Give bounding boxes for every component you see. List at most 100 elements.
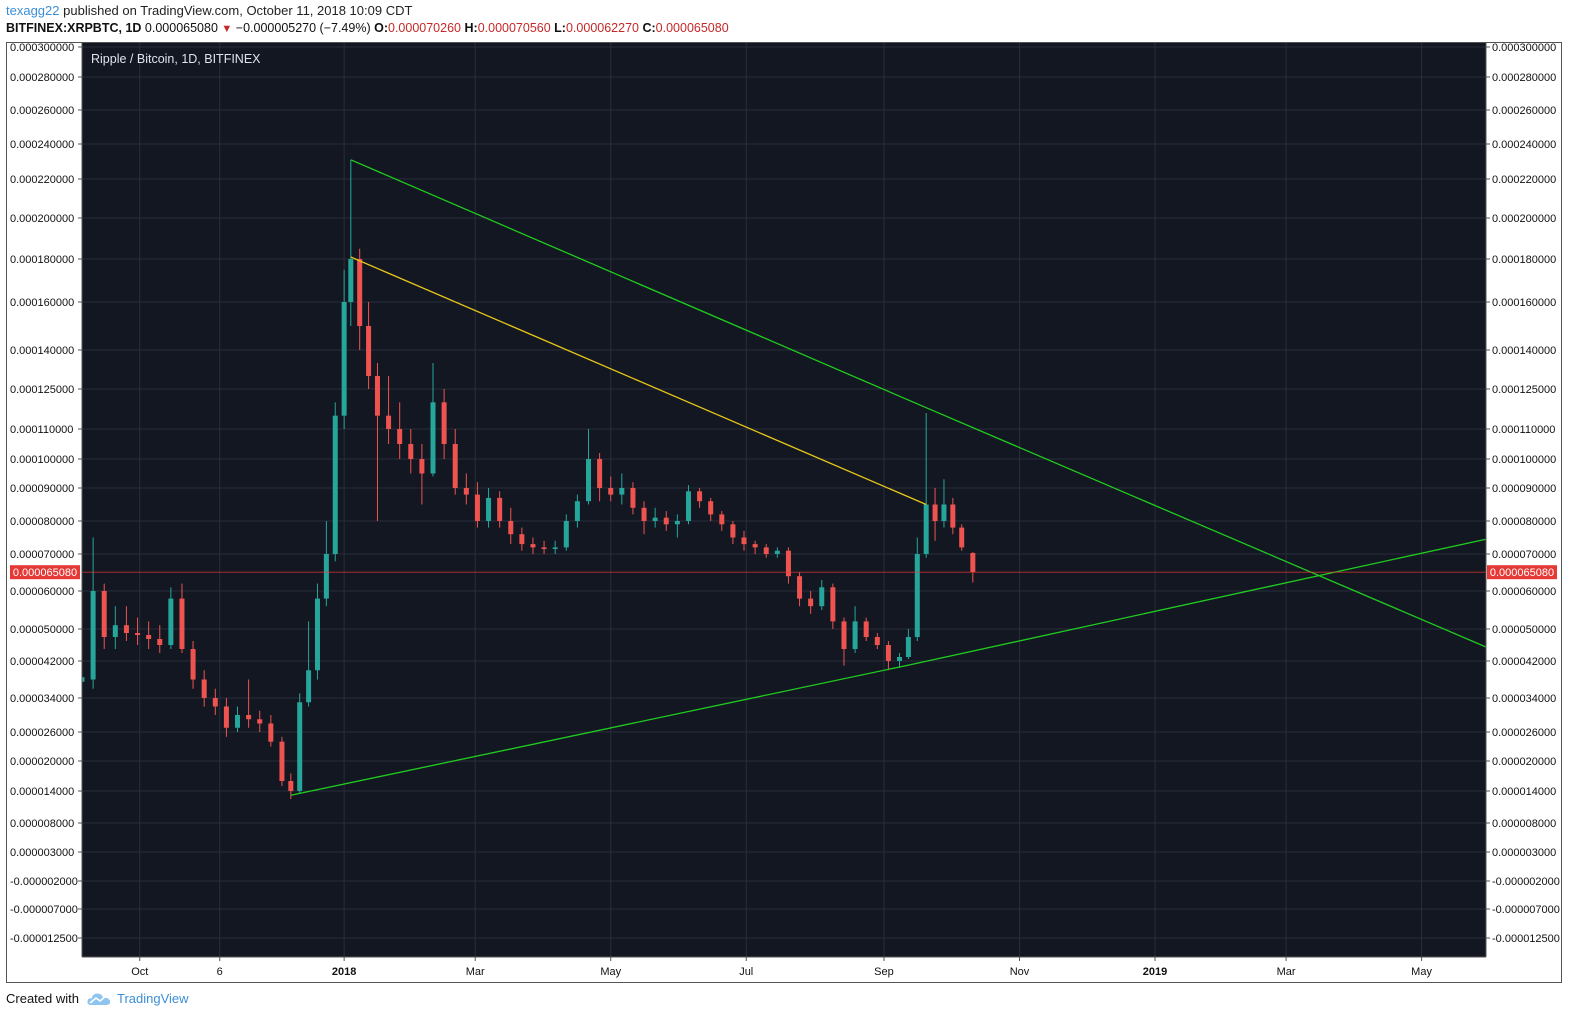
grid: [82, 42, 1486, 957]
candle-body: [950, 504, 956, 528]
y-tick-label: 0.000014000: [10, 786, 74, 798]
candle-body: [863, 621, 869, 637]
candle-body: [123, 625, 129, 633]
y-tick-label: 0.000080000: [10, 516, 74, 528]
candle-body: [397, 429, 403, 444]
trendline-inner[interactable]: [350, 256, 927, 506]
down-arrow-icon: ▼: [221, 23, 233, 35]
y-tick-label: 0.000160000: [1492, 297, 1556, 309]
y-tick-label: 0.000240000: [10, 139, 74, 151]
y-tick-label: 0.000060000: [10, 586, 74, 598]
last-price-label-left: 0.000065080: [13, 567, 77, 579]
y-tick-label: 0.000200000: [10, 213, 74, 225]
y-tick-label: 0.000260000: [10, 105, 74, 117]
candle-body: [708, 501, 714, 515]
y-tick-label: -0.000007000: [10, 904, 78, 916]
tradingview-link[interactable]: TradingView: [116, 991, 189, 1006]
candle-body: [474, 494, 480, 521]
candle-body: [841, 621, 847, 649]
candle-body: [101, 591, 107, 637]
y-tick-label: 0.000125000: [10, 384, 74, 396]
last-price-label-right: 0.000065080: [1490, 567, 1554, 579]
trendline-upper[interactable]: [350, 159, 1487, 648]
candle-body: [785, 550, 791, 577]
y-axis-left[interactable]: 0.000300000 0.000280000 0.000260000 0.00024…: [6, 42, 83, 957]
x-tick-label: May: [600, 966, 621, 978]
candle-body: [608, 488, 614, 495]
y-tick-label: 0.000026000: [1492, 727, 1556, 739]
x-axis-bg: [6, 957, 1562, 983]
y-tick-label: 0.000260000: [1492, 105, 1556, 117]
candle-body: [970, 553, 976, 573]
y-tick-label: 0.000003000: [10, 847, 74, 859]
candle-body: [774, 550, 780, 554]
y-tick-label: 0.000090000: [10, 483, 74, 495]
candle-body: [408, 444, 414, 459]
footer: Created with TradingView: [6, 991, 189, 1006]
published-text: published on TradingView.com, October 11…: [63, 3, 413, 18]
candle-body: [852, 621, 858, 649]
candle-body: [885, 645, 891, 661]
last-price: 0.000065080: [144, 21, 218, 35]
publish-info: texagg22 published on TradingView.com, O…: [6, 3, 412, 18]
x-tick-label: 2019: [1143, 966, 1167, 978]
candle-body: [135, 633, 141, 635]
x-axis[interactable]: Oct 6 2018 Mar May Jul Sep Nov 2019 Mar May: [6, 956, 1562, 983]
candle-body: [497, 497, 503, 521]
y-tick-label: -0.000002000: [10, 876, 78, 888]
candle-body: [430, 402, 436, 474]
y-axis-right[interactable]: 0.000300000 0.000280000 0.000260000 0.00024…: [1485, 42, 1562, 957]
y-tick-label: 0.000080000: [1492, 516, 1556, 528]
close-label: C:: [642, 21, 656, 35]
y-tick-label: 0.000020000: [10, 756, 74, 768]
candle-body: [752, 544, 758, 548]
x-tick-label: 6: [217, 966, 223, 978]
candle-body: [374, 376, 380, 416]
y-tick-label: 0.000020000: [1492, 756, 1556, 768]
x-tick-label: 2018: [332, 966, 356, 978]
chart-area[interactable]: 0.000300000 0.000280000 0.000260000 0.00024…: [6, 42, 1562, 983]
candles: [79, 159, 976, 799]
candle-body: [463, 488, 469, 495]
candle-body: [348, 259, 354, 302]
candle-body: [288, 781, 294, 791]
candle-body: [179, 598, 185, 649]
ticker-bar: BITFINEX:XRPBTC, 1D 0.000065080 ▼ −0.000…: [6, 21, 729, 35]
candle-body: [212, 698, 218, 707]
candle-body: [508, 521, 514, 535]
tradingview-cloud-icon: [87, 992, 111, 1005]
candle-body: [685, 491, 691, 521]
y-tick-label: 0.000125000: [1492, 384, 1556, 396]
candle-body: [719, 514, 725, 525]
y-tick-label: 0.000050000: [1492, 624, 1556, 636]
trendlines[interactable]: [290, 159, 1487, 796]
candle-body: [574, 501, 580, 521]
y-tick-label: 0.000110000: [1492, 424, 1555, 436]
candle-body: [386, 415, 392, 429]
candle-body: [486, 497, 492, 521]
candle-body: [959, 527, 965, 548]
price-chart[interactable]: 0.000300000 0.000280000 0.000260000 0.00024…: [6, 42, 1562, 983]
candle-body: [697, 491, 703, 502]
trendline-lower[interactable]: [290, 538, 1487, 796]
candle-body: [941, 504, 947, 521]
y-tick-label: 0.000180000: [10, 254, 74, 266]
y-tick-label: 0.000200000: [1492, 213, 1556, 225]
candle-body: [808, 598, 814, 607]
y-tick-label: -0.000012500: [10, 933, 78, 945]
candle-body: [112, 625, 118, 637]
y-tick-label: 0.000014000: [1492, 786, 1556, 798]
author-link[interactable]: texagg22: [6, 3, 60, 18]
y-tick-label: 0.000050000: [10, 624, 74, 636]
y-tick-label: 0.000008000: [1492, 818, 1556, 830]
candle-body: [586, 459, 592, 502]
x-tick-label: Sep: [874, 966, 894, 978]
candle-body: [279, 741, 285, 781]
candle-body: [201, 679, 207, 698]
tradingview-brand[interactable]: TradingView: [87, 991, 189, 1006]
candle-body: [268, 723, 274, 742]
high-label: H:: [464, 21, 478, 35]
candle-body: [223, 706, 229, 728]
candle-body: [519, 534, 525, 545]
candle-body: [441, 402, 447, 444]
